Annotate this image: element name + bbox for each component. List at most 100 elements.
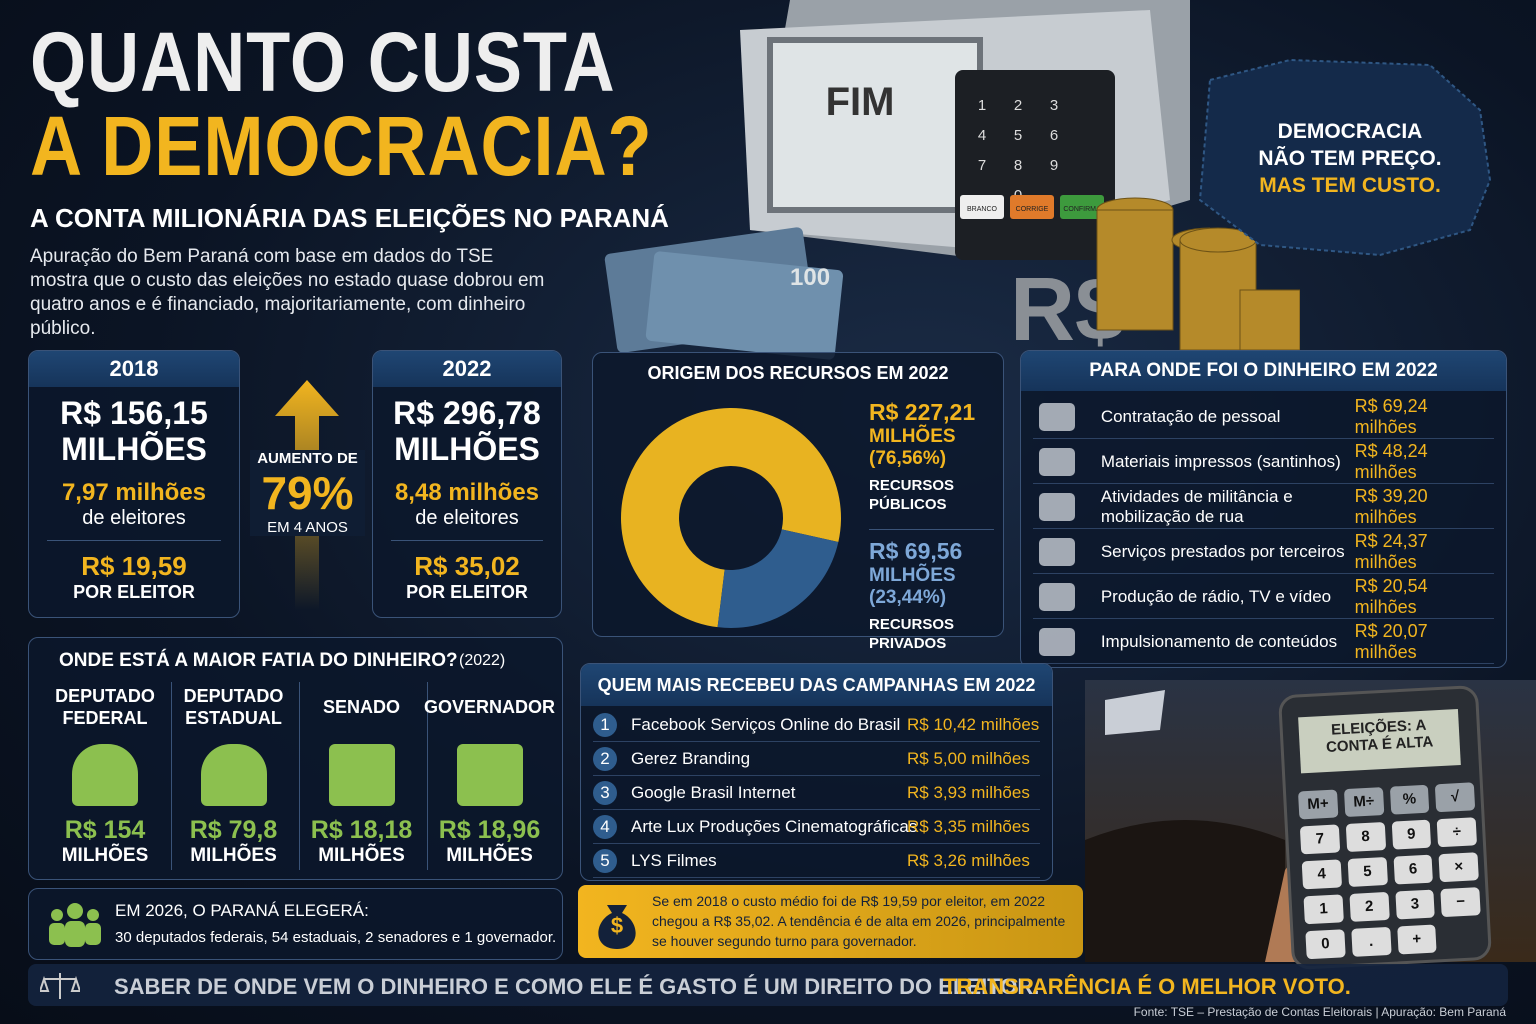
- origin-title: ORIGEM DOS RECURSOS EM 2022: [647, 363, 949, 383]
- calculator-key: M+: [1297, 789, 1339, 820]
- year-panel: 2018 R$ 156,15 MILHÕES 7,97 milhões de eleit…: [28, 350, 240, 618]
- machine-key: 9: [1050, 157, 1058, 174]
- calculator-key: 3: [1394, 889, 1436, 920]
- slice-name: DEPUTADO FEDERAL: [55, 686, 155, 728]
- machine-button-label: BRANCO: [967, 206, 998, 213]
- destination-icon: [1039, 627, 1075, 656]
- recipient-row: 4 Arte Lux Produções Cinematográficas R$ 3…: [593, 810, 1040, 844]
- calculator-key: 4: [1301, 859, 1342, 890]
- destination-value: R$ 24,37 milhões: [1354, 530, 1428, 572]
- destination-icon: [1039, 537, 1075, 566]
- slice-column: DEPUTADO FEDERAL R$ 154 MILHÕES: [43, 682, 167, 870]
- total-unit: MILHÕES: [394, 431, 540, 467]
- calculator-key: +: [1396, 924, 1437, 955]
- calculator-screen: ELEIÇÕES: A CONTA É ALTA: [1298, 709, 1461, 774]
- segment-name: RECURSOS PRIVADOS: [869, 616, 955, 652]
- destination-value: R$ 69,24 milhões: [1354, 395, 1428, 437]
- calculator-key: 2: [1349, 891, 1390, 922]
- destination-title: PARA ONDE FOI O DINHEIRO EM 2022: [1021, 351, 1506, 391]
- voters-label: de eleitores: [415, 507, 519, 529]
- destination-value: R$ 39,20 milhões: [1354, 485, 1428, 527]
- segment-label: R$ 69,56 MILHÕES (23,44%) RECURSOS PRIVADOS: [869, 529, 994, 653]
- destination-icon: [1039, 492, 1075, 521]
- election-2026-text: 30 deputados federais, 54 estaduais, 2 s…: [115, 929, 557, 946]
- machine-button: [1010, 195, 1054, 219]
- recipient-rank: 5: [593, 848, 617, 873]
- slice-value: R$ 79,8: [189, 816, 278, 844]
- note-text: Se em 2018 o custo médio foi de R$ 19,59…: [652, 893, 1066, 949]
- slice-column: GOVERNADOR R$ 18,96 MILHÕES: [424, 682, 555, 870]
- year: 2018: [29, 351, 239, 387]
- machine-button: [1060, 195, 1104, 219]
- note-panel: $ Se em 2018 o custo médio foi de R$ 19,…: [578, 885, 1083, 958]
- destination-row: Atividades de militância e mobilização d…: [1033, 485, 1494, 529]
- divider: [47, 540, 221, 541]
- per-voter: R$ 35,02: [414, 551, 520, 581]
- recipient-row: 5 LYS Filmes R$ 3,26 milhões: [593, 844, 1040, 878]
- calculator-key: 0: [1305, 929, 1346, 960]
- growth-period: EM 4 ANOS: [267, 519, 348, 536]
- machine-button: [960, 195, 1004, 219]
- title-line1: QUANTO CUSTA: [30, 15, 616, 109]
- slice-icon: [72, 744, 138, 806]
- note-icon: $: [610, 913, 624, 938]
- intro: Apuração do Bem Paraná com base em dados…: [30, 246, 545, 339]
- footer-highlight: TRANSPARÊNCIA É O MELHOR VOTO.: [943, 974, 1351, 999]
- recipient-rank: 2: [593, 746, 617, 771]
- slice-icon: [200, 744, 267, 806]
- calculator-key: 6: [1393, 854, 1434, 885]
- donut-slice: [717, 529, 839, 628]
- calculator-key: ÷: [1436, 817, 1478, 848]
- machine-key: 6: [1050, 127, 1058, 144]
- growth-value: 79%: [261, 467, 354, 519]
- destination-panel: PARA ONDE FOI O DINHEIRO EM 2022 Contrat…: [1020, 350, 1507, 668]
- segment-name: RECURSOS PÚBLICOS: [869, 477, 955, 513]
- machine-key: 5: [1014, 127, 1022, 144]
- destination-row: Materiais impressos (santinhos) R$ 48,24 …: [1033, 440, 1494, 484]
- segment-amount: R$ 69,56: [869, 538, 963, 564]
- recipient-name: Arte Lux Produções Cinematográficas: [631, 816, 918, 836]
- year-panel: 2022 R$ 296,78 MILHÕES 8,48 milhões de eleit…: [372, 350, 562, 618]
- machine-button-label: CONFIRMA: [1063, 206, 1101, 213]
- recipient-name: LYS Filmes: [631, 850, 717, 870]
- destination-row: Produção de rádio, TV e vídeo R$ 20,54 mi…: [1033, 575, 1494, 619]
- calculator-key: −: [1440, 887, 1481, 918]
- recipient-value: R$ 3,35 milhões: [907, 816, 1030, 836]
- footer-text: SABER DE ONDE VEM O DINHEIRO E COMO ELE …: [114, 974, 1040, 999]
- election-2026-title: EM 2026, O PARANÁ ELEGERÁ:: [115, 901, 369, 920]
- source: Fonte: TSE – Prestação de Contas Eleitor…: [1133, 1005, 1506, 1019]
- recipient-value: R$ 10,42 milhões: [907, 714, 1040, 734]
- slice-unit: MILHÕES: [61, 845, 149, 866]
- machine-key: 1: [978, 97, 986, 114]
- recipient-value: R$ 3,26 milhões: [907, 850, 1030, 870]
- segment-label: R$ 227,21 MILHÕES (76,56%) RECURSOS PÚBLICO…: [869, 399, 994, 514]
- slice-value: R$ 18,18: [310, 816, 413, 844]
- slice-value: R$ 154: [64, 816, 146, 844]
- callout-line: NÃO TEM PREÇO.: [1258, 147, 1442, 170]
- calculator-key: M÷: [1343, 787, 1384, 818]
- slice-icon: [328, 744, 395, 806]
- destination-value: R$ 20,54 milhões: [1354, 575, 1428, 617]
- banknote: 100: [790, 264, 830, 291]
- slice-unit: MILHÕES: [318, 845, 405, 866]
- recipient-rank: 4: [593, 814, 617, 839]
- per-voter-label: POR ELEITOR: [73, 582, 195, 602]
- destination-label: Serviços prestados por terceiros: [1100, 541, 1345, 561]
- election-2026-panel: EM 2026, O PARANÁ ELEGERÁ: 30 deputados …: [28, 888, 563, 960]
- calculator-key: 1: [1303, 894, 1344, 925]
- people-icon: [49, 903, 101, 947]
- origin-panel: ORIGEM DOS RECURSOS EM 2022 R$ 227,21 MIL…: [592, 352, 1004, 652]
- callout-line: DEMOCRACIA: [1277, 120, 1423, 143]
- destination-row: Contratação de pessoal R$ 69,24 milhões: [1033, 395, 1494, 439]
- destination-value: R$ 48,24 milhões: [1354, 440, 1428, 482]
- voting-machine: FIM 1234567890BRANCOCORRIGECONFIRMA 100 …: [604, 0, 1210, 360]
- calculator-key: 7: [1299, 824, 1340, 855]
- recipient-value: R$ 3,93 milhões: [907, 782, 1030, 802]
- slice-value: R$ 18,96: [438, 816, 541, 844]
- destination-icon: [1039, 582, 1075, 611]
- growth-label: AUMENTO DE: [257, 450, 358, 467]
- recipient-row: 2 Gerez Branding R$ 5,00 milhões: [593, 742, 1040, 776]
- destination-row: Serviços prestados por terceiros R$ 24,37…: [1033, 530, 1494, 574]
- destination-value: R$ 20,07 milhões: [1354, 620, 1428, 662]
- voters-label: de eleitores: [82, 507, 186, 529]
